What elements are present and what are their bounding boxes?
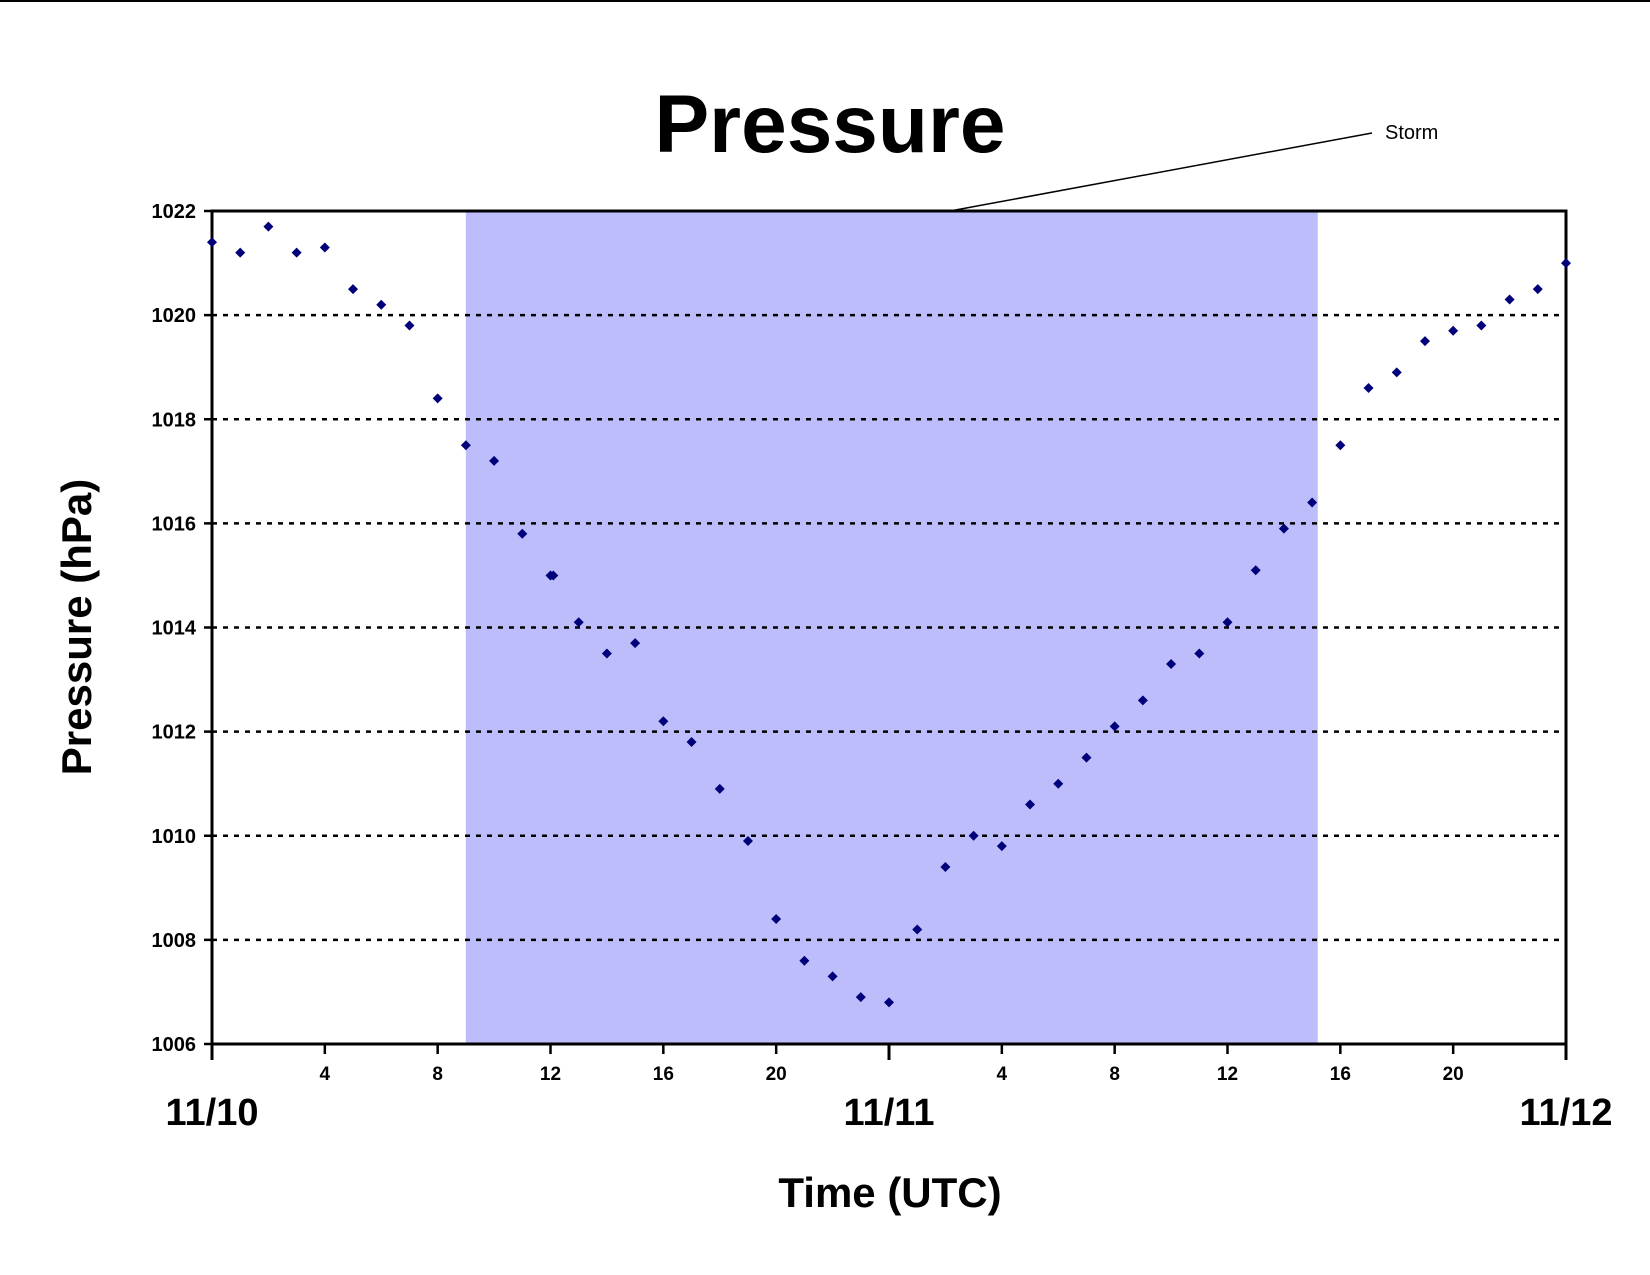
data-point <box>940 861 951 872</box>
x-tick-label: 8 <box>1109 1064 1120 1085</box>
data-point <box>601 648 612 659</box>
chart-title: Pressure <box>654 79 1005 170</box>
data-point <box>404 320 415 331</box>
data-point <box>742 835 753 846</box>
data-point <box>548 570 559 581</box>
x-tick-label: 20 <box>766 1064 787 1085</box>
y-tick-label: 1012 <box>152 722 197 744</box>
x-tick-label: 20 <box>1443 1064 1464 1085</box>
data-point <box>771 914 782 925</box>
data-points <box>207 221 1571 1008</box>
y-tick-label: 1014 <box>152 618 197 640</box>
data-point <box>968 830 979 841</box>
data-point <box>460 440 471 451</box>
data-point <box>1391 367 1402 378</box>
data-point <box>1137 695 1148 706</box>
data-point <box>517 528 528 539</box>
date-label: 11/12 <box>1520 1092 1613 1134</box>
data-point <box>1222 617 1233 628</box>
data-point <box>1278 523 1289 534</box>
y-axis-title: Pressure (hPa) <box>53 479 100 775</box>
x-tick-label: 8 <box>432 1064 443 1085</box>
data-point <box>1194 648 1205 659</box>
data-point <box>1476 320 1487 331</box>
data-point <box>291 247 302 258</box>
y-tick-label: 1006 <box>152 1034 197 1056</box>
storm-annotation-label: Storm <box>1385 122 1438 144</box>
data-point <box>376 299 387 310</box>
data-point <box>1448 325 1459 336</box>
date-label: 11/10 <box>166 1092 259 1134</box>
x-tick-label: 16 <box>653 1064 674 1085</box>
x-tick-label: 16 <box>1330 1064 1351 1085</box>
data-point <box>1561 258 1571 269</box>
data-point <box>489 455 500 466</box>
data-point <box>263 221 274 232</box>
x-axis-title: Time (UTC) <box>778 1169 1001 1216</box>
x-axis-date-labels: 11/10 11/11 11/12 <box>166 1092 1613 1134</box>
data-point <box>1053 778 1064 789</box>
data-point <box>1532 284 1543 295</box>
data-point <box>319 242 330 253</box>
x-tick-label: 12 <box>1217 1064 1238 1085</box>
data-point <box>1081 752 1092 763</box>
x-axis-ticks: 4 8 12 16 20 4 8 12 16 20 <box>210 1044 1568 1085</box>
data-point <box>432 393 443 404</box>
data-point <box>630 638 641 649</box>
data-point <box>912 924 923 935</box>
storm-shaded-region <box>465 211 1318 1044</box>
data-point <box>1504 294 1515 305</box>
x-tick-label: 12 <box>540 1064 561 1085</box>
data-point <box>1166 658 1177 669</box>
y-axis-ticks: 1006 1008 1010 1012 1014 1016 1018 1020 1022 <box>152 201 212 1056</box>
data-point <box>799 955 810 966</box>
y-tick-label: 1010 <box>152 826 197 848</box>
data-point <box>573 617 584 628</box>
y-tick-label: 1022 <box>152 201 197 223</box>
data-point <box>827 971 838 982</box>
data-point <box>1419 336 1430 347</box>
data-point <box>1363 383 1374 394</box>
data-point <box>996 841 1007 852</box>
storm-annotation-line <box>949 132 1373 212</box>
y-tick-label: 1016 <box>152 513 197 535</box>
data-point <box>658 716 669 727</box>
data-point <box>1307 497 1318 508</box>
data-point <box>714 783 725 794</box>
date-label: 11/11 <box>844 1092 935 1134</box>
data-point <box>855 992 866 1003</box>
data-point <box>235 247 246 258</box>
data-point <box>207 237 217 248</box>
data-point <box>686 737 697 748</box>
y-tick-label: 1020 <box>152 305 197 327</box>
data-point <box>1109 721 1120 732</box>
data-point <box>1335 440 1346 451</box>
x-tick-label: 4 <box>997 1064 1008 1085</box>
data-point <box>1250 565 1261 576</box>
x-tick-label: 4 <box>320 1064 331 1085</box>
y-tick-label: 1018 <box>152 409 197 431</box>
y-tick-label: 1008 <box>152 930 197 952</box>
data-point <box>348 284 359 295</box>
data-point <box>1025 799 1036 810</box>
data-point <box>884 997 894 1008</box>
